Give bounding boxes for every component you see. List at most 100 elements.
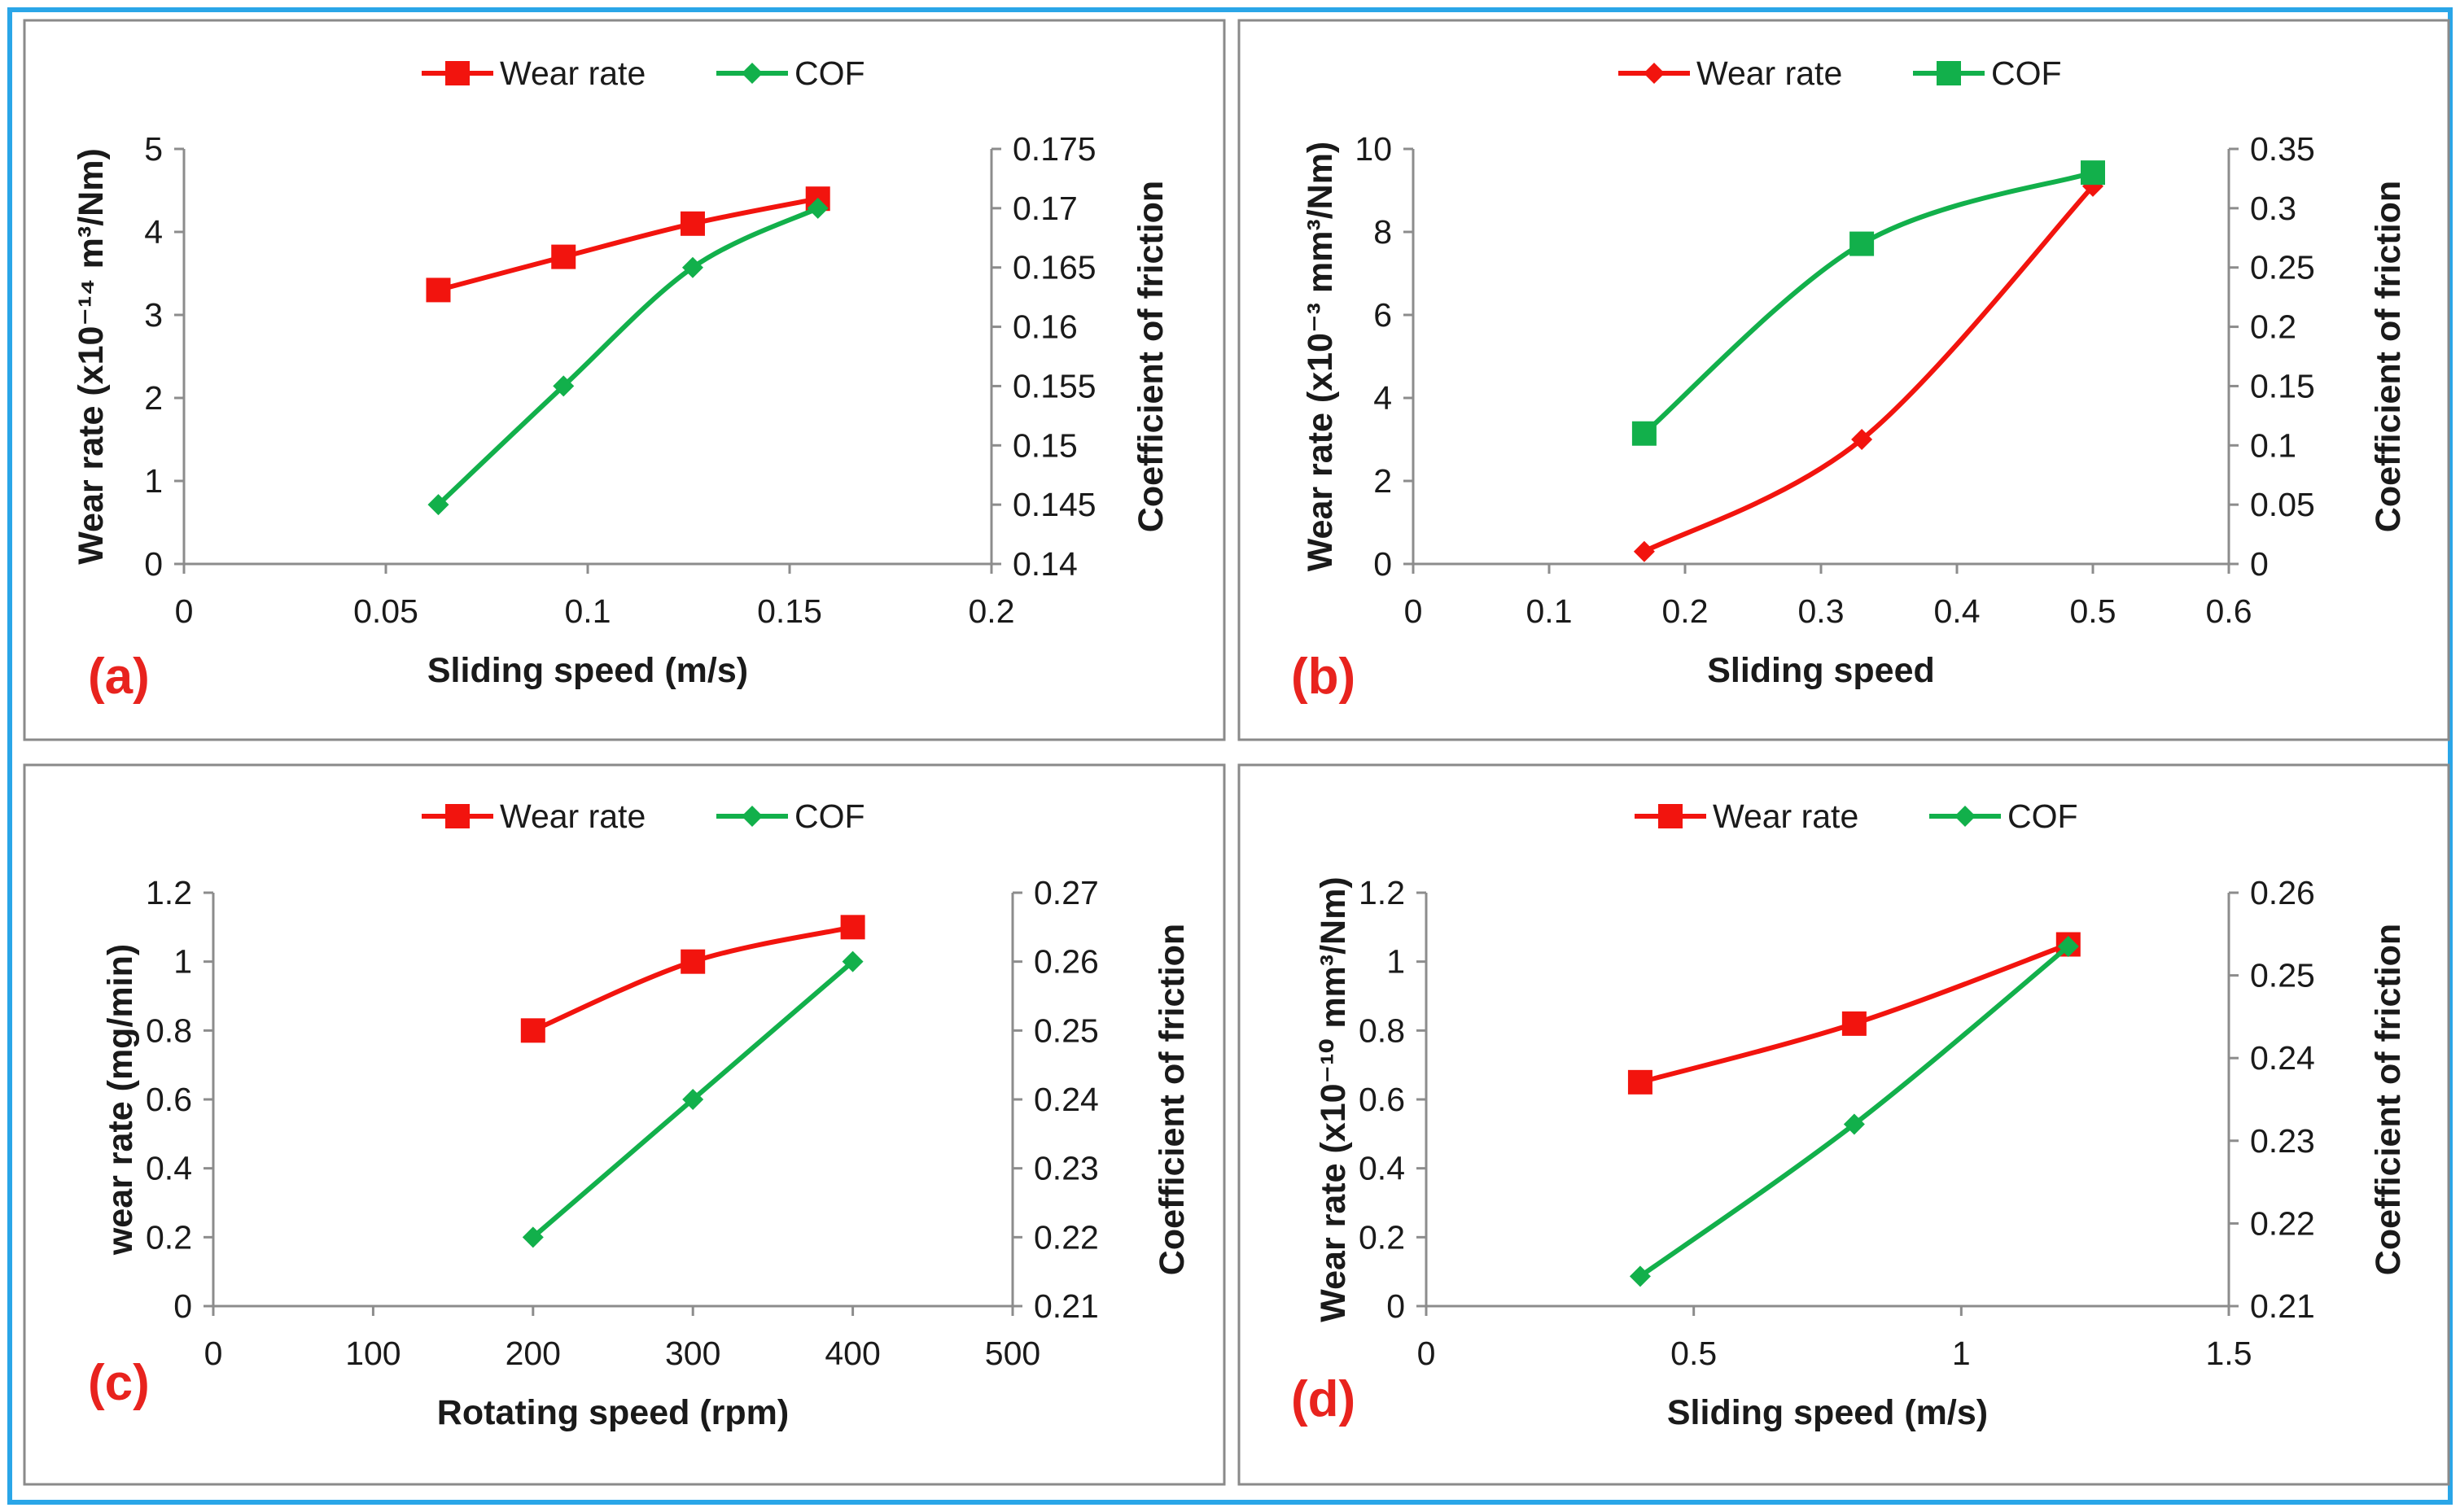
panel-tag: (a)	[88, 649, 150, 705]
data-point-cof	[1849, 232, 1874, 256]
y2-tick-label: 0.165	[1013, 249, 1096, 286]
x-tick-label: 100	[345, 1335, 401, 1372]
y-tick-label: 0	[144, 545, 163, 583]
legend-marker	[1937, 61, 1961, 85]
x-tick-label: 0.2	[969, 592, 1015, 630]
data-point-wear-rate	[521, 1018, 545, 1042]
legend-label: Wear rate	[500, 798, 646, 835]
data-point-wear-rate	[1842, 1012, 1867, 1036]
y-tick-label: 1.2	[1359, 874, 1405, 911]
y-tick-label: 2	[1373, 462, 1392, 500]
y-axis-label: Wear rate (x10⁻¹⁴ m³/Nm)	[72, 148, 111, 565]
panel-frame	[24, 765, 1224, 1484]
chart-panel-4: 0 0.5 1 1.500.20.40.60.811.20.210.220.230.2…	[1239, 765, 2449, 1484]
y2-tick-label: 0.21	[1034, 1287, 1099, 1325]
legend-marker	[1658, 804, 1683, 828]
x-tick-label: 0	[175, 592, 194, 630]
y2-tick-label: 0.26	[2250, 874, 2315, 911]
legend-label: COF	[794, 798, 865, 835]
y-axis-label: Wear rate (x10⁻³ mm³/Nm)	[1301, 142, 1340, 572]
y2-tick-label: 0.14	[1013, 545, 1078, 583]
y2-tick-label: 0	[2250, 545, 2269, 583]
y2-axis-label: Coefficient of friction	[2369, 924, 2408, 1275]
x-tick-label: 1.5	[2206, 1335, 2252, 1372]
y-tick-label: 3	[144, 296, 163, 334]
y2-tick-label: 0.145	[1013, 486, 1096, 523]
y2-tick-label: 0.17	[1013, 190, 1078, 227]
chart-panel-3: 0 100 200 300 400 500 0 0.2 0.4 0.6 0.8 1 1.2 0.21 0.2…	[24, 765, 1224, 1484]
data-point-wear-rate	[426, 277, 450, 302]
y2-tick-label: 0.15	[1013, 426, 1078, 464]
y2-tick-label: 0.25	[2250, 249, 2315, 286]
y2-tick-label: 0.175	[1013, 130, 1096, 168]
y-tick-label: 1.2	[146, 874, 192, 911]
panel-tag: (d)	[1291, 1371, 1355, 1427]
y2-tick-label: 0.35	[2250, 130, 2315, 168]
y2-axis-label: Coefficient of friction	[1153, 924, 1192, 1275]
y-tick-label: 2	[144, 379, 163, 417]
x-tick-label: 0.05	[353, 592, 418, 630]
data-point-wear-rate	[551, 245, 576, 269]
y-tick-label: 0.4	[146, 1150, 192, 1187]
panel-tag: (c)	[88, 1355, 150, 1411]
x-tick-label: 0.5	[2070, 592, 2116, 630]
y2-tick-label: 0.22	[1034, 1218, 1099, 1256]
panel-tag: (b)	[1291, 649, 1355, 705]
x-tick-label: 300	[665, 1335, 720, 1372]
y-tick-label: 0.8	[146, 1012, 192, 1049]
y-tick-label: 4	[1373, 379, 1392, 417]
x-axis-label: Rotating speed (rpm)	[437, 1393, 789, 1432]
x-tick-label: 0.2	[1662, 592, 1709, 630]
x-tick-label: 0	[1417, 1335, 1436, 1372]
y-tick-label: 1	[1386, 943, 1405, 981]
chart-panel-2: 0 0.1 0.2 0.3 0.4 0.5 0.6 0 2 4 6 8 10 0 0.05 0.1 0.15 0.…	[1239, 20, 2449, 740]
x-tick-label: 0.5	[1670, 1335, 1717, 1372]
x-tick-label: 0.15	[757, 592, 822, 630]
data-point-wear-rate	[1628, 1070, 1652, 1095]
legend-label: COF	[794, 55, 865, 92]
y-tick-label: 0.4	[1359, 1150, 1405, 1187]
x-tick-label: 400	[825, 1335, 880, 1372]
y2-tick-label: 0.155	[1013, 367, 1096, 404]
x-tick-label: 500	[985, 1335, 1040, 1372]
data-point-wear-rate	[841, 915, 865, 939]
y-tick-label: 0.2	[1359, 1218, 1405, 1256]
x-axis-label: Sliding speed (m/s)	[1667, 1393, 1988, 1432]
y-tick-label: 0	[1386, 1287, 1405, 1325]
y-axis-label: wear rate (mg/min)	[101, 944, 140, 1256]
x-tick-label: 200	[506, 1335, 561, 1372]
data-point-cof	[1632, 422, 1657, 446]
y-tick-label: 0.2	[146, 1218, 192, 1256]
y2-tick-label: 0.24	[2250, 1039, 2315, 1077]
y2-tick-label: 0.25	[2250, 957, 2315, 994]
data-point-cof	[2081, 160, 2105, 185]
y2-tick-label: 0.23	[2250, 1122, 2315, 1160]
x-axis-label: Sliding speed (m/s)	[427, 651, 748, 690]
y2-tick-label: 0.1	[2250, 426, 2296, 464]
y-tick-label: 6	[1373, 296, 1392, 334]
y2-tick-label: 0.24	[1034, 1081, 1099, 1118]
y-tick-label: 8	[1373, 213, 1392, 251]
y2-tick-label: 0.26	[1034, 943, 1099, 981]
y2-tick-label: 0.3	[2250, 190, 2296, 227]
y-tick-label: 1	[173, 943, 192, 981]
y2-tick-label: 0.25	[1034, 1012, 1099, 1049]
y2-tick-label: 0.05	[2250, 486, 2315, 523]
y-tick-label: 0	[173, 1287, 192, 1325]
x-tick-label: 0	[1404, 592, 1423, 630]
x-tick-label: 0.1	[1526, 592, 1573, 630]
x-tick-label: 0.6	[2206, 592, 2252, 630]
y2-tick-label: 0.2	[2250, 308, 2296, 346]
x-tick-label: 0.4	[1934, 592, 1981, 630]
x-tick-label: 0.1	[565, 592, 611, 630]
x-tick-label: 0.3	[1798, 592, 1845, 630]
legend-label: COF	[2007, 798, 2078, 835]
legend-marker	[445, 61, 470, 85]
y2-tick-label: 0.15	[2250, 367, 2315, 404]
y-axis-label: Wear rate (x10⁻¹⁰ mm³/Nm)	[1314, 876, 1353, 1322]
y-tick-label: 1	[144, 462, 163, 500]
legend-label: Wear rate	[1713, 798, 1858, 835]
y2-tick-label: 0.16	[1013, 308, 1078, 346]
y2-axis-label: Coefficient of friction	[2369, 181, 2408, 532]
legend-label: Wear rate	[500, 55, 646, 92]
